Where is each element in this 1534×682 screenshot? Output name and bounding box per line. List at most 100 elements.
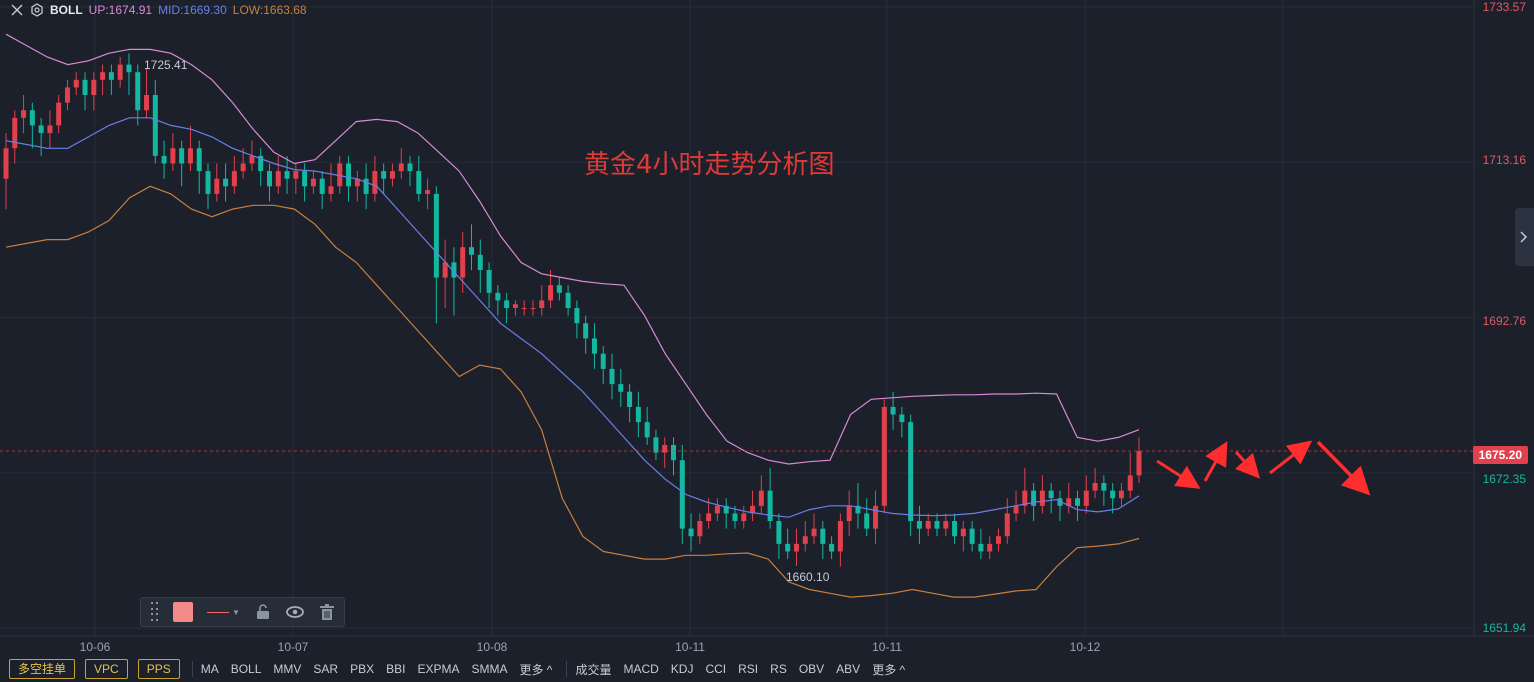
- long-short-orders-button[interactable]: 多空挂单: [9, 659, 76, 679]
- date-label: 10-08: [476, 640, 508, 654]
- candle-body: [873, 505, 879, 529]
- candle-body: [144, 95, 150, 111]
- drawing-toolbar: ▼: [140, 597, 345, 627]
- divider: [191, 661, 193, 677]
- candle-body: [837, 521, 843, 552]
- candle-body: [820, 528, 826, 544]
- indicator-sar[interactable]: SAR: [313, 662, 339, 676]
- trash-icon[interactable]: [318, 603, 336, 621]
- indicator-mmv[interactable]: MMV: [273, 662, 302, 676]
- current-price-tag: 1675.20: [1472, 446, 1528, 464]
- price-label: 1651.94: [1482, 621, 1526, 635]
- candle-body: [275, 171, 281, 187]
- candle-body: [91, 79, 97, 96]
- candle-body: [1022, 490, 1028, 506]
- price-label: 1692.76: [1482, 314, 1526, 328]
- candle-body: [179, 148, 185, 164]
- indicator-expma[interactable]: EXPMA: [417, 662, 460, 676]
- drag-handle-icon[interactable]: [151, 602, 159, 622]
- indicator-rsi[interactable]: RSI: [738, 662, 759, 676]
- candle-body: [1004, 513, 1010, 537]
- settings-icon[interactable]: [30, 3, 44, 17]
- divider: [566, 661, 568, 677]
- candle-body: [187, 148, 193, 164]
- candle-body: [38, 125, 44, 134]
- candle-body: [56, 102, 62, 126]
- indicator-cci[interactable]: CCI: [705, 662, 727, 676]
- candle-body: [1031, 490, 1037, 506]
- price-label: 1713.16: [1482, 153, 1526, 167]
- candle-body: [1136, 451, 1142, 476]
- candle-body: [47, 125, 53, 134]
- price-chart[interactable]: [0, 0, 1534, 656]
- candle-body: [960, 528, 966, 537]
- vpc-button[interactable]: VPC: [85, 659, 128, 679]
- indicator-pbx[interactable]: PBX: [350, 662, 375, 676]
- candle-body: [1048, 490, 1054, 499]
- candle-body: [319, 178, 325, 194]
- candle-body: [21, 110, 27, 118]
- candle-body: [1066, 498, 1072, 506]
- candle-body: [223, 178, 229, 187]
- candle-body: [609, 368, 615, 385]
- candle-body: [969, 528, 975, 544]
- candle-body: [978, 543, 984, 552]
- candle-body: [556, 285, 562, 293]
- candle-body: [231, 171, 237, 187]
- candle-body: [890, 406, 896, 415]
- candle-body: [627, 391, 633, 407]
- candle-body: [416, 171, 422, 194]
- caret-down-icon: ▼: [232, 607, 240, 617]
- candle-body: [495, 292, 501, 301]
- candle-body: [881, 406, 887, 506]
- candle-body: [548, 285, 554, 301]
- candle-body: [108, 72, 114, 80]
- candle-body: [363, 178, 369, 194]
- indicator-ma[interactable]: MA: [200, 662, 219, 676]
- candle-body: [1101, 483, 1107, 491]
- candle-body: [565, 292, 571, 309]
- candle-body: [196, 148, 202, 172]
- candle-body: [205, 171, 211, 194]
- candle-body: [135, 72, 141, 111]
- candle-body: [100, 72, 106, 80]
- candle-body: [117, 64, 123, 80]
- candle-body: [776, 521, 782, 544]
- candle-body: [372, 171, 378, 194]
- candle-body: [1127, 475, 1133, 491]
- pps-button[interactable]: PPS: [137, 659, 180, 679]
- candle-body: [679, 460, 685, 529]
- line-style-select[interactable]: ▼: [207, 608, 240, 617]
- indicator-obv[interactable]: OBV: [798, 662, 825, 676]
- color-swatch-button[interactable]: [173, 602, 193, 622]
- candle-body: [697, 521, 703, 537]
- more-sub-indicators-button[interactable]: 更多 ^: [872, 662, 906, 677]
- candle-body: [908, 422, 914, 522]
- candle-body: [82, 79, 88, 96]
- candle-body: [943, 521, 949, 529]
- candle-body: [802, 536, 808, 544]
- boll-mid-value: MID:1669.30: [158, 3, 227, 17]
- candle-body: [785, 543, 791, 552]
- candle-body: [714, 505, 720, 514]
- indicator-macd[interactable]: MACD: [623, 662, 659, 676]
- unlock-icon[interactable]: [254, 603, 272, 621]
- indicator-toolbar: 多空挂单 VPC PPS MA BOLL MMV SAR PBX BBI EXP…: [0, 656, 1534, 682]
- boll-lower-band: [5, 185, 1140, 598]
- indicator-kdj[interactable]: KDJ: [670, 662, 694, 676]
- close-icon[interactable]: [10, 3, 24, 17]
- indicator-bbi[interactable]: BBI: [386, 662, 406, 676]
- indicator-rs[interactable]: RS: [770, 662, 787, 676]
- candle-body: [1110, 490, 1116, 499]
- expand-side-panel-button[interactable]: [1515, 208, 1534, 266]
- candle-body: [73, 79, 79, 88]
- indicator-abv[interactable]: ABV: [836, 662, 861, 676]
- eye-icon[interactable]: [286, 603, 304, 621]
- candle-body: [583, 323, 589, 339]
- more-main-indicators-button[interactable]: 更多 ^: [519, 662, 553, 677]
- indicator-volume[interactable]: 成交量: [575, 662, 612, 677]
- candle-body: [407, 163, 413, 172]
- indicator-smma[interactable]: SMMA: [471, 662, 508, 676]
- candle-body: [381, 171, 387, 179]
- indicator-boll[interactable]: BOLL: [230, 662, 262, 676]
